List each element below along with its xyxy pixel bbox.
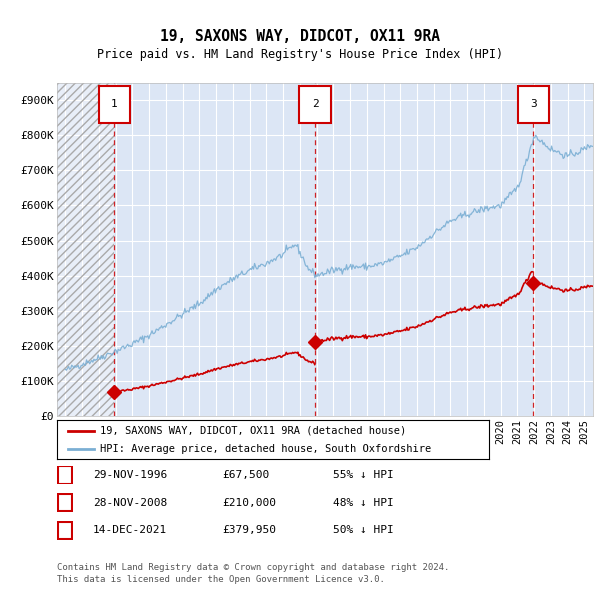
Text: 1: 1 (111, 99, 118, 109)
FancyBboxPatch shape (98, 86, 130, 123)
FancyBboxPatch shape (299, 86, 331, 123)
Text: 55% ↓ HPI: 55% ↓ HPI (333, 470, 394, 480)
Text: 1: 1 (61, 470, 68, 480)
Text: 2: 2 (311, 99, 319, 109)
Text: 29-NOV-1996: 29-NOV-1996 (93, 470, 167, 480)
Text: 28-NOV-2008: 28-NOV-2008 (93, 498, 167, 507)
Text: HPI: Average price, detached house, South Oxfordshire: HPI: Average price, detached house, Sout… (100, 444, 431, 454)
FancyBboxPatch shape (58, 522, 72, 539)
Text: 2: 2 (61, 498, 68, 507)
Text: 19, SAXONS WAY, DIDCOT, OX11 9RA: 19, SAXONS WAY, DIDCOT, OX11 9RA (160, 29, 440, 44)
Text: 50% ↓ HPI: 50% ↓ HPI (333, 526, 394, 535)
Text: 19, SAXONS WAY, DIDCOT, OX11 9RA (detached house): 19, SAXONS WAY, DIDCOT, OX11 9RA (detach… (100, 425, 406, 435)
Text: 3: 3 (530, 99, 537, 109)
Text: £67,500: £67,500 (222, 470, 269, 480)
Text: 14-DEC-2021: 14-DEC-2021 (93, 526, 167, 535)
Text: This data is licensed under the Open Government Licence v3.0.: This data is licensed under the Open Gov… (57, 575, 385, 584)
Text: Price paid vs. HM Land Registry's House Price Index (HPI): Price paid vs. HM Land Registry's House … (97, 48, 503, 61)
Bar (57, 83, 114, 416)
Text: 48% ↓ HPI: 48% ↓ HPI (333, 498, 394, 507)
Text: £379,950: £379,950 (222, 526, 276, 535)
Text: 3: 3 (61, 526, 68, 535)
FancyBboxPatch shape (518, 86, 549, 123)
Text: £210,000: £210,000 (222, 498, 276, 507)
Text: Contains HM Land Registry data © Crown copyright and database right 2024.: Contains HM Land Registry data © Crown c… (57, 563, 449, 572)
FancyBboxPatch shape (58, 466, 72, 484)
Bar (57, 83, 114, 416)
FancyBboxPatch shape (58, 494, 72, 512)
